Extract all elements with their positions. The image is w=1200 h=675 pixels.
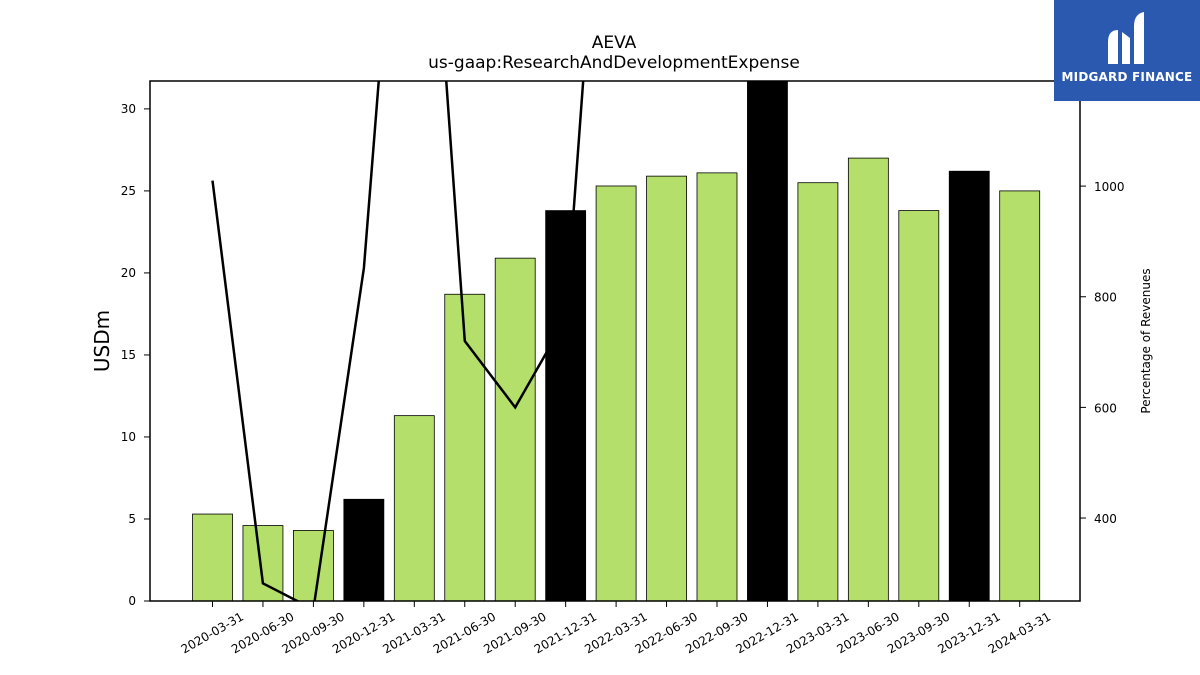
bar-2020-12-31 — [343, 498, 385, 601]
revenue-pct-line — [211, 81, 585, 601]
bar-2022-12-31 — [747, 81, 788, 601]
y2-tick-label: 1000 — [1094, 180, 1125, 194]
x-axis: 2020-03-312020-06-302020-09-302020-12-31… — [179, 601, 1053, 656]
y-axis-left: 0 5 10 15 20 25 30 — [121, 102, 150, 608]
bar-2021-09-30 — [494, 257, 536, 601]
bar-2023-06-30 — [847, 157, 889, 601]
bar-2023-12-31 — [948, 170, 990, 601]
midgard-logo-icon — [1108, 12, 1144, 64]
bar-2020-06-30 — [242, 525, 284, 601]
bar-2020-09-30 — [292, 530, 334, 601]
bar-2021-12-31 — [545, 210, 587, 601]
y-tick-label: 0 — [128, 594, 136, 608]
y2-tick-label: 600 — [1094, 401, 1117, 415]
y2-tick-label: 800 — [1094, 291, 1117, 305]
bar-2023-03-31 — [797, 182, 839, 601]
bars-group — [192, 81, 1041, 601]
bar-2021-03-31 — [393, 415, 435, 601]
plot-frame — [149, 80, 1081, 602]
bar-2022-09-30 — [696, 172, 738, 601]
bar-2020-03-31 — [192, 513, 233, 601]
y-axis-label: USDm — [90, 310, 114, 372]
bar-2022-03-31 — [595, 185, 637, 601]
y-tick-label: 25 — [121, 184, 136, 198]
bar-2022-06-30 — [646, 175, 687, 601]
brand-logo: MIDGARD FINANCE — [1054, 0, 1200, 101]
y-tick-label: 10 — [121, 430, 136, 444]
y2-axis-label: Percentage of Revenues — [1139, 268, 1153, 413]
chart-title: AEVA — [592, 33, 637, 53]
bar-2024-03-31 — [999, 190, 1041, 601]
brand-name: MIDGARD FINANCE — [1061, 70, 1193, 84]
line-group — [211, 81, 585, 601]
bar-2023-09-30 — [898, 210, 940, 601]
y-tick-label: 30 — [121, 102, 136, 116]
y-tick-label: 20 — [121, 266, 136, 280]
y-tick-label: 15 — [121, 348, 136, 362]
y2-tick-label: 400 — [1094, 512, 1117, 526]
y-tick-label: 5 — [128, 512, 136, 526]
y-axis-right: 400 600 800 1000 — [1080, 180, 1125, 526]
chart-subtitle: us-gaap:ResearchAndDevelopmentExpense — [428, 53, 800, 73]
bar-2021-06-30 — [444, 293, 486, 601]
